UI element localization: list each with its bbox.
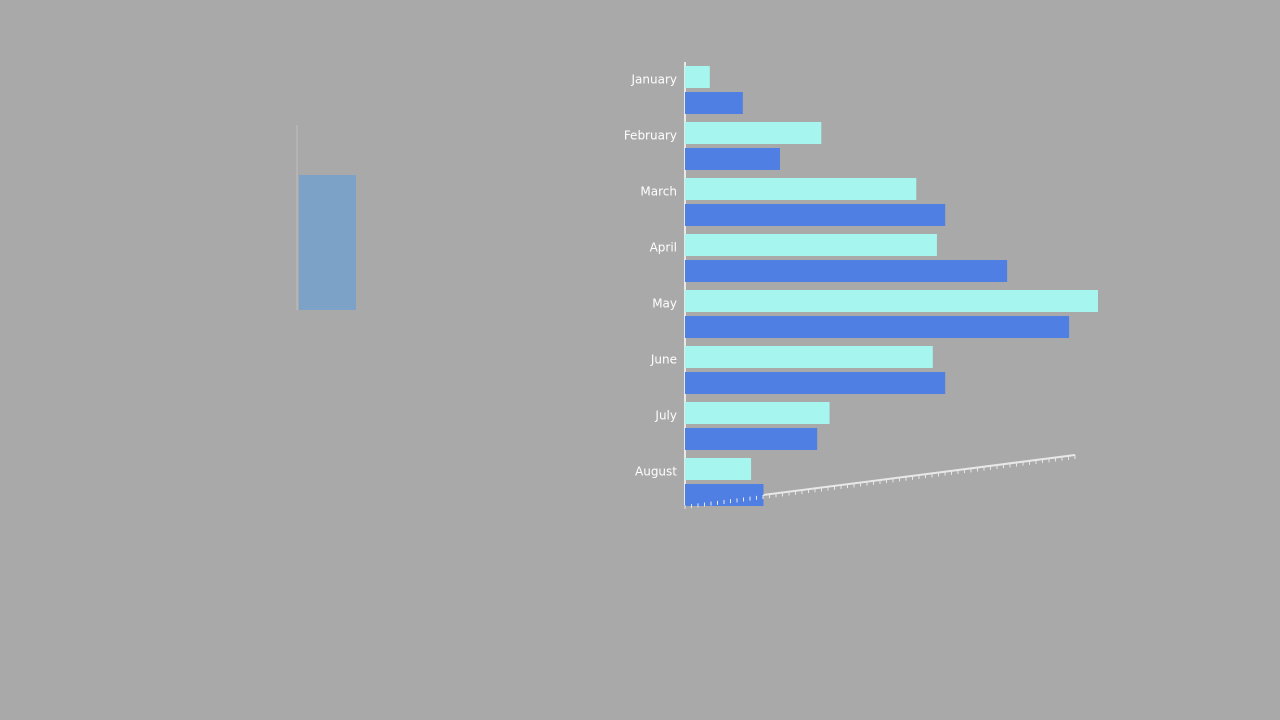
y-tick-label: July — [654, 409, 677, 423]
bar — [685, 66, 710, 88]
bar — [685, 234, 937, 256]
bar — [685, 260, 1008, 282]
bar — [685, 148, 780, 170]
bar — [685, 290, 1098, 312]
bar — [685, 458, 752, 480]
y-tick-label: April — [650, 241, 677, 255]
background-decoration — [296, 125, 356, 310]
bar — [685, 346, 933, 368]
bar — [685, 204, 946, 226]
bar — [685, 92, 743, 114]
y-tick-label: June — [650, 353, 677, 367]
y-tick-label: August — [635, 465, 677, 479]
bar — [685, 402, 830, 424]
plot-area: January February March April May June July Augu… — [624, 66, 1098, 509]
bar — [685, 122, 822, 144]
bar — [685, 372, 946, 394]
bar — [685, 178, 917, 200]
faded-panel — [299, 175, 356, 310]
y-tick-label: March — [640, 185, 677, 199]
bar — [685, 316, 1070, 338]
y-tick-label: May — [652, 297, 677, 311]
bar — [685, 428, 818, 450]
y-tick-label: January — [631, 73, 678, 87]
y-tick-label: February — [624, 129, 677, 143]
